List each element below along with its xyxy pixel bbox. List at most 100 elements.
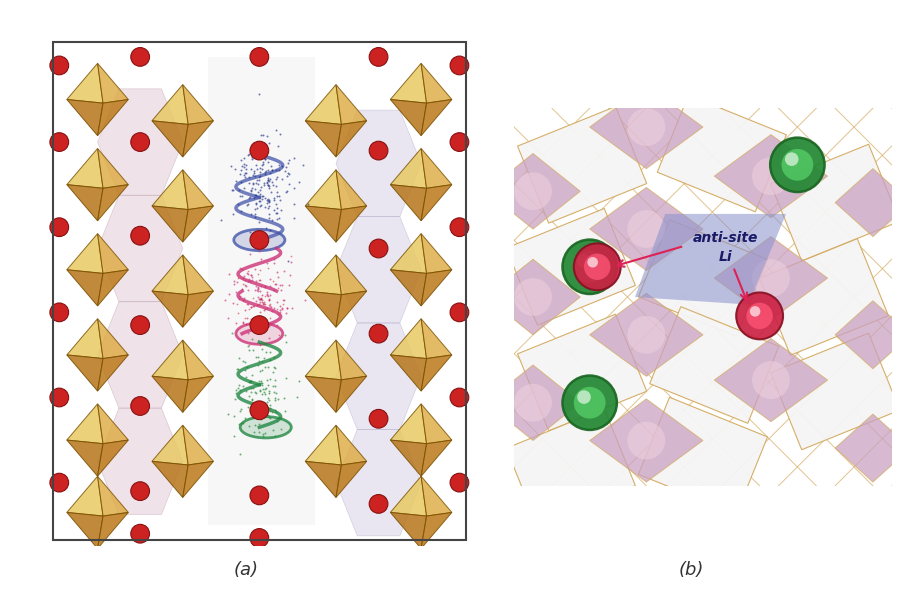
Point bbox=[243, 192, 258, 201]
Point bbox=[242, 179, 257, 188]
Point bbox=[238, 387, 253, 396]
Polygon shape bbox=[305, 376, 341, 412]
Point bbox=[259, 166, 274, 176]
Point bbox=[228, 176, 243, 185]
Point bbox=[260, 175, 275, 184]
Circle shape bbox=[450, 388, 469, 407]
Point bbox=[244, 394, 258, 403]
Polygon shape bbox=[152, 206, 188, 242]
Point bbox=[252, 307, 267, 317]
Point bbox=[260, 203, 275, 213]
Polygon shape bbox=[336, 376, 367, 412]
Point bbox=[241, 402, 256, 412]
Point bbox=[228, 394, 242, 404]
Point bbox=[268, 126, 283, 135]
Circle shape bbox=[782, 149, 814, 181]
Point bbox=[261, 388, 276, 397]
Point bbox=[256, 159, 270, 168]
Point bbox=[238, 365, 252, 375]
Point bbox=[259, 402, 274, 412]
Point bbox=[271, 309, 286, 319]
Point bbox=[263, 356, 278, 365]
Polygon shape bbox=[183, 340, 214, 380]
Point bbox=[255, 345, 269, 354]
Point bbox=[278, 406, 292, 416]
Point bbox=[262, 138, 277, 148]
Point bbox=[273, 195, 288, 205]
Circle shape bbox=[131, 316, 149, 334]
Polygon shape bbox=[97, 408, 183, 514]
Point bbox=[244, 409, 258, 419]
Point bbox=[238, 275, 252, 285]
Point bbox=[253, 167, 268, 176]
Point bbox=[267, 259, 281, 268]
Point bbox=[247, 166, 261, 176]
Point bbox=[237, 271, 251, 281]
Circle shape bbox=[450, 473, 469, 492]
Point bbox=[272, 305, 287, 315]
Point bbox=[266, 368, 280, 377]
Polygon shape bbox=[305, 170, 341, 210]
Point bbox=[274, 425, 288, 434]
Point bbox=[227, 279, 241, 288]
Point bbox=[253, 189, 268, 198]
Polygon shape bbox=[97, 270, 128, 306]
Point bbox=[246, 178, 260, 188]
Point bbox=[239, 160, 254, 170]
Point bbox=[232, 191, 247, 200]
Point bbox=[273, 205, 288, 214]
Point bbox=[261, 380, 276, 390]
Point bbox=[261, 412, 276, 422]
Point bbox=[250, 317, 265, 327]
Point bbox=[258, 202, 273, 211]
Circle shape bbox=[250, 48, 268, 67]
Point bbox=[255, 297, 269, 307]
Polygon shape bbox=[506, 208, 635, 325]
Point bbox=[240, 313, 255, 323]
Point bbox=[281, 156, 296, 165]
Point bbox=[261, 394, 276, 403]
Point bbox=[248, 185, 263, 194]
Point bbox=[266, 425, 280, 435]
Polygon shape bbox=[421, 100, 452, 135]
Point bbox=[253, 340, 268, 349]
Point bbox=[278, 188, 293, 197]
Point bbox=[270, 272, 285, 282]
Point bbox=[271, 141, 286, 151]
Point bbox=[248, 190, 263, 200]
Point bbox=[268, 363, 282, 372]
Point bbox=[260, 289, 275, 298]
Point bbox=[233, 155, 248, 165]
Point bbox=[234, 418, 248, 428]
Point bbox=[241, 285, 256, 295]
Point bbox=[262, 334, 277, 343]
Point bbox=[253, 378, 268, 388]
Point bbox=[251, 187, 266, 197]
Point bbox=[248, 282, 263, 291]
Polygon shape bbox=[421, 64, 452, 103]
Polygon shape bbox=[183, 121, 214, 157]
Point bbox=[246, 346, 260, 355]
Polygon shape bbox=[771, 333, 900, 450]
Point bbox=[248, 264, 263, 273]
Polygon shape bbox=[486, 153, 581, 229]
Point bbox=[234, 166, 248, 175]
Circle shape bbox=[584, 254, 611, 280]
Polygon shape bbox=[421, 404, 452, 444]
Point bbox=[235, 191, 249, 201]
Point bbox=[242, 173, 257, 182]
Point bbox=[262, 210, 277, 219]
Polygon shape bbox=[835, 169, 910, 236]
Circle shape bbox=[574, 244, 621, 290]
Polygon shape bbox=[336, 121, 367, 157]
Point bbox=[275, 280, 289, 289]
Point bbox=[248, 194, 262, 203]
Point bbox=[259, 178, 274, 188]
Polygon shape bbox=[390, 100, 427, 135]
Point bbox=[269, 200, 284, 209]
Point bbox=[279, 337, 294, 347]
Point bbox=[261, 295, 276, 305]
Point bbox=[241, 346, 256, 355]
Point bbox=[277, 393, 291, 403]
Point bbox=[255, 389, 269, 399]
